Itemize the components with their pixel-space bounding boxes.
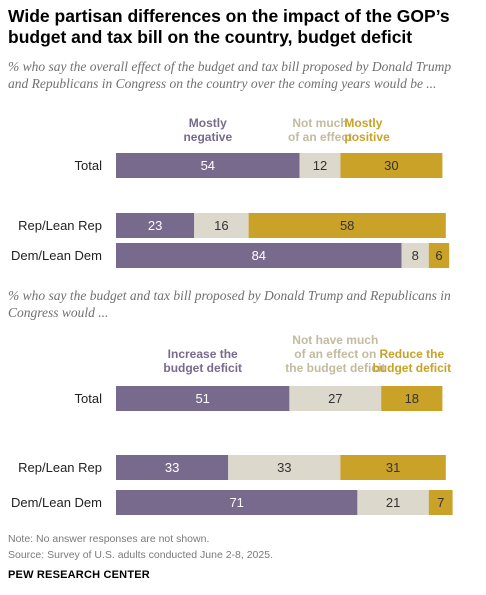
- bar-dem-lean-dem-mostly-negative: [116, 243, 402, 268]
- data-label-rep-lean-rep-not-have-much-of-an-effect-on-the-budget-deficit: 33: [277, 460, 291, 475]
- category-label-total: Total: [75, 158, 103, 173]
- chart-1-subtitle: % who say the overall effect of the budg…: [8, 59, 452, 91]
- bar-rep-lean-rep-mostly-positive: [248, 213, 446, 238]
- legend-not-have-much-of-an-effect-on-the-budget-deficit: Not have much of an effect on the budget d…: [285, 333, 385, 375]
- data-label-dem-lean-dem-not-much-of-an-effect: 8: [412, 248, 419, 263]
- pew-research-center-logo: PEW RESEARCH CENTER: [8, 569, 150, 581]
- bar-rep-lean-rep-not-much-of-an-effect: [194, 213, 249, 238]
- data-label-total-mostly-positive: 30: [384, 158, 398, 173]
- data-label-dem-lean-dem-mostly-negative: 84: [252, 248, 266, 263]
- bar-dem-lean-dem-increase-the-budget-deficit: [116, 490, 358, 515]
- bar-dem-lean-dem-not-have-much-of-an-effect-on-the-budget-deficit: [357, 490, 429, 515]
- chart-1-budget-bill-effect: Total Rep/Lean Rep Dem/Lean Dem 54 12 30 23 16 5…: [11, 116, 450, 268]
- chart-2-subtitle: % who say the budget and tax bill propos…: [8, 288, 451, 320]
- chart-2-budget-deficit-effect: Total Rep/Lean Rep Dem/Lean Dem 51 27 18 33 33 3…: [11, 333, 453, 515]
- data-label-total-not-have-much-of-an-effect-on-the-budget-deficit: 27: [328, 391, 342, 406]
- category-label-dem-lean-dem: Dem/Lean Dem: [11, 248, 102, 263]
- legend-mostly-positive: Mostly positive: [344, 116, 390, 144]
- bar-rep-lean-rep-increase-the-budget-deficit: [116, 455, 229, 480]
- data-label-rep-lean-rep-mostly-negative: 23: [148, 218, 162, 233]
- bar-total-increase-the-budget-deficit: [116, 386, 290, 411]
- data-label-total-reduce-the-budget-deficit: 18: [405, 391, 419, 406]
- legend-not-much-of-an-effect: Not much of an effect: [288, 116, 352, 144]
- data-label-total-not-much-of-an-effect: 12: [313, 158, 327, 173]
- data-label-total-increase-the-budget-deficit: 51: [195, 391, 209, 406]
- bar-rep-lean-rep-mostly-negative: [116, 213, 195, 238]
- page-title: Wide partisan differences on the impact …: [8, 6, 450, 47]
- bar-dem-lean-dem-not-much-of-an-effect: [401, 243, 429, 268]
- bar-rep-lean-rep-reduce-the-budget-deficit: [340, 455, 446, 480]
- data-label-rep-lean-rep-reduce-the-budget-deficit: 31: [386, 460, 400, 475]
- bar-rep-lean-rep-not-have-much-of-an-effect-on-the-budget-deficit: [228, 455, 341, 480]
- source-text: Source: Survey of U.S. adults conducted …: [8, 549, 273, 561]
- category-label-dem-lean-dem: Dem/Lean Dem: [11, 495, 102, 510]
- legend-mostly-negative: Mostly negative: [183, 116, 232, 144]
- data-label-dem-lean-dem-reduce-the-budget-deficit: 7: [437, 495, 444, 510]
- legend-reduce-the-budget-deficit: Reduce the budget deficit: [372, 347, 451, 375]
- bar-total-mostly-positive: [340, 153, 443, 178]
- legend-increase-the-budget-deficit: Increase the budget deficit: [163, 347, 242, 375]
- data-label-rep-lean-rep-not-much-of-an-effect: 16: [214, 218, 228, 233]
- category-label-rep-lean-rep: Rep/Lean Rep: [18, 460, 102, 475]
- data-label-total-mostly-negative: 54: [201, 158, 215, 173]
- data-label-dem-lean-dem-not-have-much-of-an-effect-on-the-budget-deficit: 21: [386, 495, 400, 510]
- data-label-rep-lean-rep-increase-the-budget-deficit: 33: [165, 460, 179, 475]
- bar-dem-lean-dem-mostly-positive: [428, 243, 450, 268]
- data-label-dem-lean-dem-increase-the-budget-deficit: 71: [229, 495, 243, 510]
- category-label-total: Total: [75, 391, 103, 406]
- bar-total-not-have-much-of-an-effect-on-the-budget-deficit: [289, 386, 382, 411]
- bar-total-mostly-negative: [116, 153, 300, 178]
- bar-dem-lean-dem-reduce-the-budget-deficit: [428, 490, 453, 515]
- note-text: Note: No answer responses are not shown.: [8, 533, 210, 545]
- data-label-rep-lean-rep-mostly-positive: 58: [340, 218, 354, 233]
- bar-total-not-much-of-an-effect: [299, 153, 341, 178]
- bar-total-reduce-the-budget-deficit: [381, 386, 443, 411]
- category-label-rep-lean-rep: Rep/Lean Rep: [18, 218, 102, 233]
- data-label-dem-lean-dem-mostly-positive: 6: [435, 248, 442, 263]
